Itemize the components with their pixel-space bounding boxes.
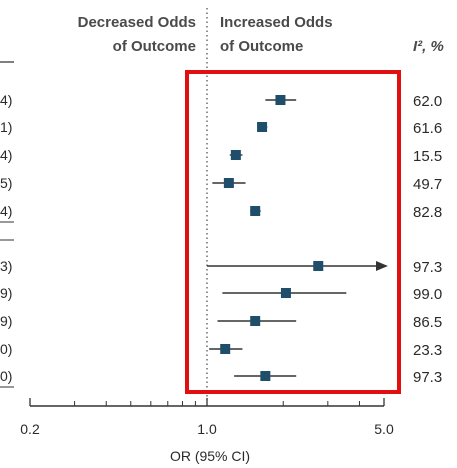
header-i2-label: I², % — [413, 38, 444, 55]
row-label: 3) — [0, 258, 12, 274]
forest-rows — [207, 95, 388, 381]
forest-row — [265, 95, 297, 105]
row-label: 4) — [0, 92, 12, 108]
i2-value: 49.7 — [413, 176, 442, 193]
header-increased-line2: of Outcome — [220, 38, 303, 55]
forest-row — [257, 122, 268, 132]
forest-row — [217, 316, 297, 326]
row-label: 5) — [0, 175, 12, 191]
point-estimate-marker — [230, 150, 241, 160]
i2-column: 62.0 61.6 15.5 49.7 82.8 97.3 99.0 86.5 23.3 97.3 — [413, 93, 442, 386]
forest-row — [207, 261, 388, 271]
forest-row — [250, 206, 261, 216]
point-estimate-marker — [250, 316, 261, 326]
header-decreased-line1: Decreased Odds — [78, 14, 196, 31]
x-tick-label: 0.2 — [20, 421, 40, 437]
i2-value: 97.3 — [413, 259, 442, 276]
forest-row — [229, 150, 243, 160]
i2-value: 15.5 — [413, 148, 442, 165]
row-label: 1) — [0, 119, 12, 135]
header-decreased-line2: of Outcome — [113, 38, 196, 55]
x-axis-label: OR (95% CI) — [170, 448, 250, 464]
point-estimate-marker — [223, 178, 234, 188]
point-estimate-marker — [313, 261, 324, 271]
x-axis: 0.2 1.0 5.0 — [20, 398, 394, 437]
row-label: 9) — [0, 285, 12, 301]
row-label: 4) — [0, 147, 12, 163]
forest-row — [234, 371, 297, 381]
ci-arrow — [376, 261, 388, 271]
row-label: 0) — [0, 368, 12, 384]
i2-value: 99.0 — [413, 286, 442, 303]
i2-value: 62.0 — [413, 93, 442, 110]
point-estimate-marker — [257, 122, 268, 132]
forest-row — [212, 178, 246, 188]
i2-value: 61.6 — [413, 120, 442, 137]
point-estimate-marker — [220, 344, 231, 354]
row-label: 0) — [0, 341, 12, 357]
i2-value: 23.3 — [413, 342, 442, 359]
point-estimate-marker — [280, 288, 291, 298]
i2-value: 97.3 — [413, 369, 442, 386]
row-label: 9) — [0, 313, 12, 329]
forest-row — [222, 288, 347, 298]
point-estimate-marker — [260, 371, 271, 381]
i2-value: 86.5 — [413, 314, 442, 331]
header-increased-line1: Increased Odds — [220, 14, 333, 31]
left-label-column: 4) 1) 4) 5) 4) 3) 9) 9) 0) 0) — [0, 92, 12, 384]
x-tick-label: 1.0 — [197, 421, 217, 437]
i2-value: 82.8 — [413, 204, 442, 221]
point-estimate-marker — [250, 206, 261, 216]
forest-row — [209, 344, 243, 354]
highlight-box — [185, 70, 401, 394]
x-tick-label: 5.0 — [374, 421, 394, 437]
point-estimate-marker — [275, 95, 286, 105]
row-label: 4) — [0, 203, 12, 219]
